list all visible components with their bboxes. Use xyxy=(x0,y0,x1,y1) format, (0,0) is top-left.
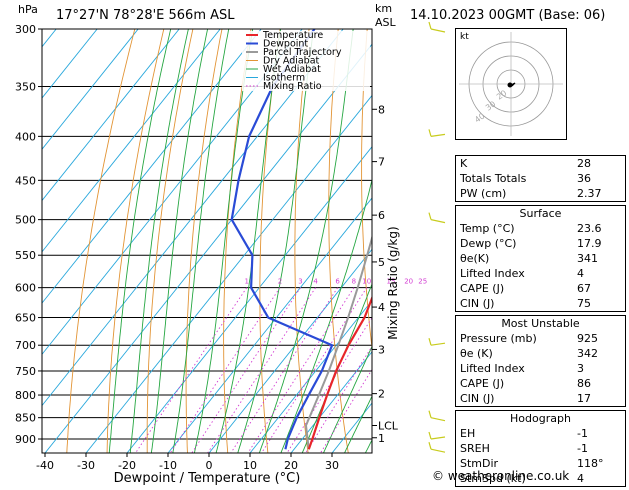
mixing-ratio-axis-title: Mixing Ratio (g/kg) xyxy=(386,226,400,339)
km-tick-label: 8 xyxy=(378,103,385,116)
wind-barb xyxy=(429,129,445,136)
index-row: θe(K)341 xyxy=(456,251,625,266)
wind-barb-flag xyxy=(429,411,431,418)
km-tick-label: 2 xyxy=(378,388,385,401)
km-tick-label: 6 xyxy=(378,209,385,222)
wind-barb xyxy=(429,442,445,452)
pressure-tick-label: 900 xyxy=(15,433,36,446)
wind-barb-shaft xyxy=(431,449,445,452)
pressure-tick-label: 550 xyxy=(15,249,36,262)
wind-barb xyxy=(429,338,445,345)
index-row: CAPE (J)67 xyxy=(456,281,625,296)
km-tick-label: 7 xyxy=(378,156,385,169)
mixing-ratio-label: 3 xyxy=(298,278,302,286)
index-row: CIN (J)17 xyxy=(456,391,625,406)
pressure-tick-label: 350 xyxy=(15,81,36,94)
surface-title: Surface xyxy=(456,206,625,221)
wind-barb-flag xyxy=(429,22,431,29)
most-unstable-title: Most Unstable xyxy=(456,316,625,331)
km-tick-label: LCL xyxy=(378,419,399,432)
index-row: CIN (J)75 xyxy=(456,296,625,311)
wind-barbs xyxy=(429,22,445,452)
hodograph-storm-marker xyxy=(508,83,513,88)
km-tick-label: 1 xyxy=(378,432,385,445)
wind-barb-shaft xyxy=(431,220,445,223)
pressure-tick-label: 600 xyxy=(15,282,36,295)
pressure-tick-label: 750 xyxy=(15,365,36,378)
mixing-ratio-line xyxy=(188,288,301,460)
index-row: EH-1 xyxy=(456,426,625,441)
mixing-ratio-label: 20 xyxy=(404,278,413,286)
wind-barb-shaft xyxy=(431,437,445,439)
pressure-tick-label: 300 xyxy=(15,23,36,36)
wind-barb xyxy=(429,22,445,32)
index-row: CAPE (J)86 xyxy=(456,376,625,391)
wind-barb-shaft xyxy=(431,134,445,136)
pressure-tick-label: 650 xyxy=(15,312,36,325)
wind-barb-flag xyxy=(429,338,431,345)
mixing-ratio-label: 2 xyxy=(278,278,282,286)
legend-entry: Mixing Ratio xyxy=(263,81,322,92)
mixing-ratio-label: 4 xyxy=(313,278,318,286)
most-unstable-indices: Most Unstable Pressure (mb)925 θe (K)342… xyxy=(455,315,626,407)
mixing-ratio-label: 6 xyxy=(335,278,340,286)
pressure-tick-label: 850 xyxy=(15,412,36,425)
pressure-tick-label: 400 xyxy=(15,130,36,143)
km-tick-label: 5 xyxy=(378,256,385,269)
temperature-tick-label: -40 xyxy=(36,459,54,472)
wind-barb-shaft xyxy=(431,29,445,32)
temperature-tick-label: 30 xyxy=(325,459,339,472)
wind-barb xyxy=(429,213,445,223)
mixing-ratio-label: 8 xyxy=(352,278,356,286)
km-tick-label: 3 xyxy=(378,343,385,356)
wind-barb-flag xyxy=(429,432,431,439)
mixing-ratio-label: 10 xyxy=(362,278,371,286)
wind-barb-flag xyxy=(429,213,431,220)
pressure-tick-label: 700 xyxy=(15,339,36,352)
index-row: Pressure (mb)925 xyxy=(456,331,625,346)
pressure-tick-label: 800 xyxy=(15,389,36,402)
hodograph-unit: kt xyxy=(460,32,469,42)
credit-link[interactable]: © weatheronline.co.uk xyxy=(432,469,569,483)
wind-barb-shaft xyxy=(431,343,445,345)
wind-barb xyxy=(429,411,445,421)
x-axis-title: Dewpoint / Temperature (°C) xyxy=(114,471,301,486)
index-row: Temp (°C)23.6 xyxy=(456,221,625,236)
mixing-ratio-label: 25 xyxy=(418,278,427,286)
pressure-tick-label: 500 xyxy=(15,214,36,227)
wind-barb-flag xyxy=(429,442,431,449)
hodograph: kt 20 30 40 xyxy=(455,28,567,140)
wind-barb xyxy=(429,432,445,439)
index-row: SREH-1 xyxy=(456,441,625,456)
hodograph-title: Hodograph xyxy=(456,411,625,426)
index-row: Dewp (°C)17.9 xyxy=(456,236,625,251)
km-tick-label: 4 xyxy=(378,301,385,314)
index-row: θe (K)342 xyxy=(456,346,625,361)
wind-barb-flag xyxy=(429,129,431,136)
wind-barb-shaft xyxy=(431,418,445,421)
surface-indices: Surface Temp (°C)23.6 Dewp (°C)17.9 θe(K… xyxy=(455,205,626,312)
temperature-tick-label: -30 xyxy=(77,459,95,472)
pressure-tick-label: 450 xyxy=(15,174,36,187)
mixing-ratio-label: 1 xyxy=(245,278,249,286)
index-row: PW (cm)2.37 xyxy=(456,186,625,201)
